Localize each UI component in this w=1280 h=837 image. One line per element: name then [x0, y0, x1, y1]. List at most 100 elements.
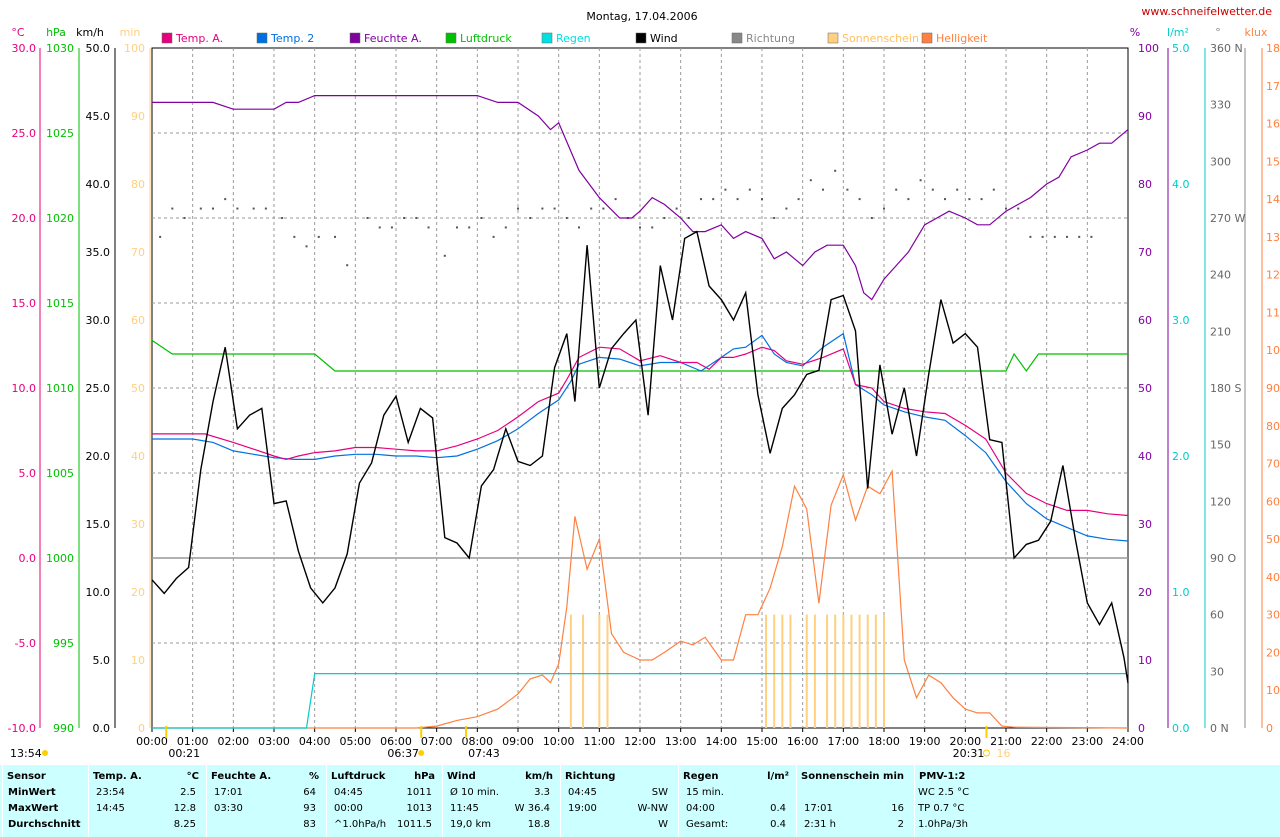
- stats-humidity-time-0: 17:01: [214, 787, 243, 798]
- pressure-tick-6: 1000: [46, 552, 74, 565]
- rain-tick-3: 2.0: [1172, 450, 1190, 463]
- direction-tick-5: 210: [1210, 325, 1231, 338]
- stats-unit-6: l/m²: [767, 771, 789, 782]
- legend-swatch-1: [256, 32, 268, 44]
- sun-tick-3: 70: [131, 246, 145, 259]
- direction-point-54: [846, 188, 849, 191]
- stats-pmv-2: 1.0hPa/3h: [918, 819, 969, 830]
- wind-tick-8: 10.0: [86, 586, 111, 599]
- marker-min-time: 13:54: [10, 747, 42, 760]
- temp-tick-4: 10.0: [12, 382, 37, 395]
- direction-tick-1: 330: [1210, 99, 1231, 112]
- stats-header-2: Feuchte A.: [211, 771, 272, 782]
- direction-point-2: [183, 217, 186, 219]
- x-tick-14: 14:00: [705, 735, 737, 748]
- bright-tick-8: 100: [1266, 344, 1280, 357]
- temp-tick-3: 15.0: [12, 297, 37, 310]
- direction-point-38: [651, 226, 654, 229]
- x-tick-12: 12:00: [624, 735, 656, 748]
- x-tick-6: 06:00: [380, 735, 412, 748]
- stats-sunshine-value-2: 2: [897, 819, 904, 830]
- temp-tick-6: 0.0: [19, 552, 37, 565]
- bright-tick-6: 120: [1266, 269, 1280, 282]
- site-url[interactable]: www.schneifelwetter.de: [1141, 5, 1272, 18]
- bright-tick-9: 90: [1266, 382, 1280, 395]
- pressure-tick-1: 1025: [46, 127, 74, 140]
- sun-tick-1: 90: [131, 110, 145, 123]
- legend-swatch-6: [731, 32, 743, 44]
- stats-temp-time-1: 14:45: [96, 803, 125, 814]
- direction-point-12: [317, 235, 320, 238]
- plot-area: [151, 94, 1129, 729]
- direction-point-70: [1041, 235, 1044, 238]
- humidity-tick-8: 20: [1138, 586, 1152, 599]
- weather-chart: Montag, 17.04.2006 www.schneifelwetter.d…: [8, 5, 1280, 760]
- humidity-tick-9: 10: [1138, 654, 1152, 667]
- unit-sun: min: [120, 26, 141, 39]
- direction-tick-2: 300: [1210, 155, 1231, 168]
- pressure-tick-2: 1020: [46, 212, 74, 225]
- stats-col-0: Sensor: [2, 765, 87, 837]
- x-tick-2: 02:00: [217, 735, 249, 748]
- direction-point-35: [614, 198, 617, 201]
- direction-tick-8: 120: [1210, 495, 1231, 508]
- direction-point-26: [504, 226, 507, 229]
- stats-unit-3: hPa: [414, 771, 435, 782]
- temp-tick-1: 25.0: [12, 127, 37, 140]
- stats-unit-4: km/h: [525, 771, 553, 782]
- direction-point-44: [724, 188, 727, 191]
- wind-tick-1: 45.0: [86, 110, 111, 123]
- humidity-tick-5: 50: [1138, 382, 1152, 395]
- direction-point-64: [968, 198, 971, 201]
- stats-col-5: Richtung: [560, 765, 677, 837]
- x-tick-10: 10:00: [543, 735, 575, 748]
- direction-point-4: [212, 207, 214, 210]
- direction-point-59: [907, 198, 910, 201]
- direction-point-18: [403, 217, 406, 219]
- wind-tick-5: 25.0: [86, 382, 111, 395]
- stats-unit-1: °C: [186, 771, 199, 782]
- stats-sunshine-time-1: 17:01: [804, 803, 833, 814]
- direction-point-53: [834, 169, 837, 172]
- wind-tick-10: 0.0: [93, 722, 111, 735]
- series-regen: [152, 672, 1128, 729]
- rain-tick-4: 1.0: [1172, 586, 1190, 599]
- direction-point-29: [541, 207, 544, 210]
- wind-tick-7: 15.0: [86, 518, 111, 531]
- direction-point-55: [858, 198, 861, 201]
- sunrise-marker-label: 06:37: [387, 747, 419, 760]
- stats-col-2: Feuchte A.%: [206, 765, 325, 837]
- unit-wind: km/h: [76, 26, 104, 39]
- stats-wind-time-0: Ø 10 min.: [450, 787, 499, 798]
- stats-rain-time-0: 15 min.: [686, 787, 724, 798]
- bright-tick-10: 80: [1266, 420, 1280, 433]
- wind-tick-3: 35.0: [86, 246, 111, 259]
- x-tick-21: 21:00: [990, 735, 1022, 748]
- stats-pressure-value-0: 1011: [406, 787, 432, 798]
- x-tick-5: 05:00: [339, 735, 371, 748]
- stats-col-1: Temp. A. °C: [88, 765, 205, 837]
- direction-point-6: [236, 207, 239, 210]
- legend-label-7: Sonnenschein: [842, 32, 919, 45]
- stats-pressure-time-1: 00:00: [334, 803, 363, 814]
- direction-point-14: [346, 264, 349, 267]
- direction-point-42: [700, 198, 702, 201]
- legend-label-0: Temp. A.: [175, 32, 223, 45]
- legend-swatch-8: [921, 32, 933, 44]
- stats-unit-2: %: [308, 771, 319, 782]
- direction-point-8: [264, 207, 267, 210]
- wind-tick-9: 5.0: [93, 654, 111, 667]
- direction-point-52: [822, 188, 824, 191]
- direction-point-24: [480, 217, 483, 219]
- direction-point-20: [427, 226, 430, 229]
- direction-point-7: [252, 207, 255, 210]
- direction-point-15: [366, 217, 369, 219]
- legend-swatch-3: [445, 32, 457, 44]
- direction-point-72: [1066, 235, 1068, 238]
- series-wind: [151, 230, 1129, 684]
- moon-marker-label: 00:21: [168, 747, 200, 760]
- stats-rain-value-1: 0.4: [770, 803, 786, 814]
- humidity-tick-0: 100: [1138, 42, 1159, 55]
- direction-point-30: [553, 207, 556, 210]
- direction-point-23: [468, 226, 471, 229]
